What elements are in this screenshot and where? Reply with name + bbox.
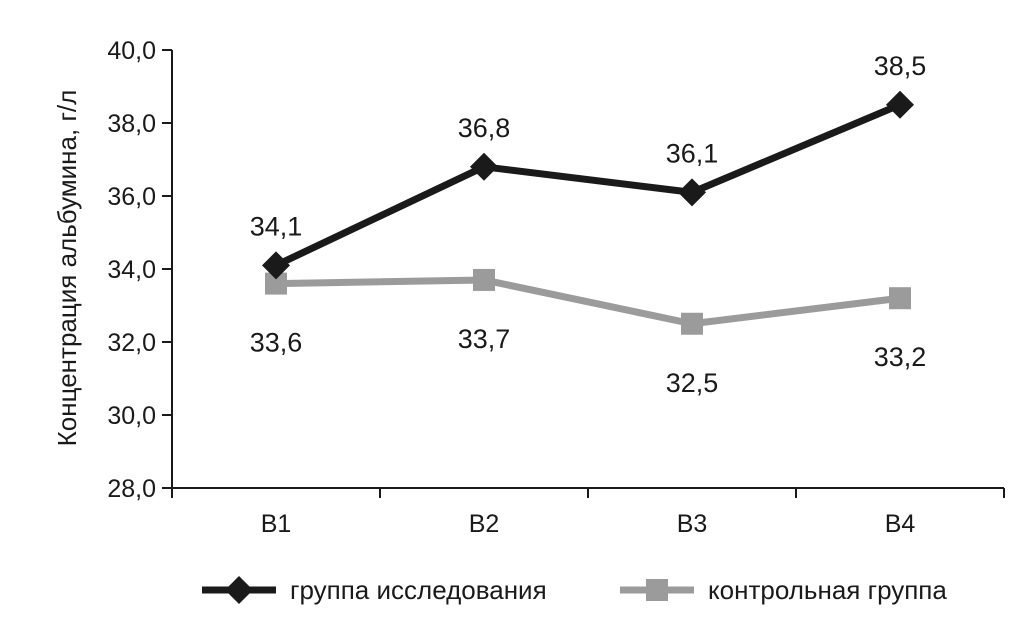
series-line	[275, 276, 901, 328]
y-tick-label: 28,0	[107, 475, 156, 503]
data-point	[473, 268, 495, 291]
series-1	[262, 90, 914, 280]
legend-label: контрольная группа	[708, 575, 947, 605]
legend-item: контрольная группа	[620, 575, 947, 605]
y-tick-label: 32,0	[107, 329, 156, 357]
series-line	[274, 101, 902, 269]
legend-label: группа исследования	[290, 575, 547, 605]
data-label: 34,1	[250, 211, 303, 241]
y-axis-title: Концентрация альбумина, г/л	[52, 90, 82, 447]
x-tick-label: В2	[469, 510, 500, 538]
legend-item: группа исследования	[202, 575, 547, 605]
y-tick-label: 38,0	[107, 110, 156, 138]
data-point	[262, 251, 290, 280]
data-point	[886, 90, 914, 119]
axes: 28,0 30,0 32,0 34,0 36,0 38,0 40,0 В1 В2 В3 В4	[107, 37, 1005, 538]
y-tick-label: 30,0	[107, 402, 156, 430]
data-label: 38,5	[874, 51, 927, 81]
data-label: 36,8	[458, 113, 511, 143]
y-tick-label: 34,0	[107, 256, 156, 284]
data-point	[470, 152, 498, 181]
data-label: 36,1	[666, 138, 719, 168]
data-label: 33,6	[250, 328, 303, 358]
y-tick-label: 40,0	[107, 37, 156, 65]
series-2	[265, 268, 911, 335]
legend-marker	[225, 576, 253, 604]
x-tick-label: В4	[885, 510, 916, 538]
data-label: 32,5	[666, 368, 719, 398]
data-label: 33,2	[874, 342, 927, 372]
legend-marker	[646, 579, 668, 601]
series-layer	[262, 90, 914, 335]
data-point	[889, 287, 911, 310]
data-point	[265, 272, 287, 295]
data-point	[681, 312, 703, 335]
x-tick-label: В1	[261, 510, 292, 538]
legend: группа исследования контрольная группа	[202, 575, 947, 605]
x-tick-label: В3	[677, 510, 708, 538]
data-label: 33,7	[458, 324, 511, 354]
y-tick-label: 36,0	[107, 183, 156, 211]
data-labels: 34,1 36,8 36,1 38,5 33,6 33,7 32,5 33,2	[250, 51, 927, 398]
data-point	[678, 178, 706, 207]
